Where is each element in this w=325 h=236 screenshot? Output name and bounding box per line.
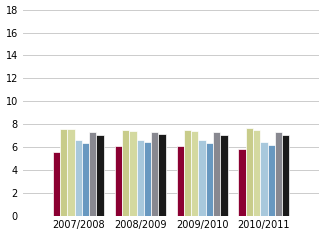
Bar xyxy=(260,142,267,216)
Bar xyxy=(220,135,228,216)
Bar xyxy=(151,132,158,216)
Bar xyxy=(184,130,191,216)
Bar xyxy=(176,146,184,216)
Bar xyxy=(253,130,260,216)
Bar xyxy=(60,129,67,216)
Bar xyxy=(122,130,129,216)
Bar xyxy=(67,129,75,216)
Bar xyxy=(82,143,89,216)
Bar xyxy=(199,140,206,216)
Bar xyxy=(275,132,282,216)
Bar xyxy=(282,135,290,216)
Bar xyxy=(136,140,144,216)
Bar xyxy=(206,143,213,216)
Bar xyxy=(267,145,275,216)
Bar xyxy=(115,146,122,216)
Bar xyxy=(246,128,253,216)
Bar xyxy=(213,132,220,216)
Bar xyxy=(53,152,60,216)
Bar xyxy=(75,140,82,216)
Bar xyxy=(158,134,166,216)
Bar xyxy=(191,131,199,216)
Bar xyxy=(97,135,104,216)
Bar xyxy=(129,131,136,216)
Bar xyxy=(144,142,151,216)
Bar xyxy=(239,148,246,216)
Bar xyxy=(89,132,97,216)
